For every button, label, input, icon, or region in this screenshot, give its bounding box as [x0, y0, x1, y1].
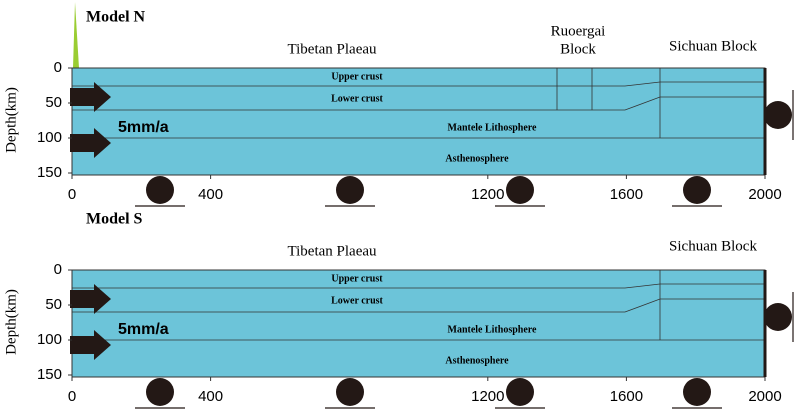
velocity-label: 5mm/a: [118, 119, 169, 136]
y-tick-label: 150: [37, 164, 62, 181]
region-label: Tibetan Plaeau: [287, 41, 377, 57]
x-tick-label: 1600: [610, 186, 643, 203]
roller: [506, 176, 534, 204]
y-tick-label: 150: [37, 366, 62, 383]
region-label: Tibetan Plaeau: [287, 243, 377, 259]
velocity-label: 5mm/a: [118, 321, 169, 338]
model-panel: Model S Upper crust Lower crust Mantele Lit…: [3, 211, 794, 409]
y-tick-label: 0: [54, 59, 62, 76]
panel-title: Model S: [86, 211, 143, 228]
roller: [764, 303, 792, 331]
y-tick-label: 100: [37, 129, 62, 146]
x-tick-label: 400: [198, 388, 223, 405]
roller: [146, 176, 174, 204]
lower-crust-boundary: [72, 298, 765, 313]
push-arrow: [70, 128, 111, 158]
x-tick-label: 2000: [748, 388, 781, 405]
region-label: Ruoergai: [551, 23, 606, 39]
y-axis-label: Depth(km): [3, 289, 19, 355]
x-tick-label: 1200: [471, 186, 504, 203]
roller: [336, 176, 364, 204]
model-box: [71, 269, 766, 378]
y-tick-label: 100: [37, 331, 62, 348]
y-axis-label: Depth(km): [3, 87, 19, 153]
push-arrow: [70, 284, 111, 314]
layer-label: Mantele Lithosphere: [448, 324, 538, 335]
x-tick-label: 1600: [610, 388, 643, 405]
push-arrow: [70, 330, 111, 360]
roller: [683, 378, 711, 406]
upper-crust-boundary: [72, 283, 765, 289]
region-label: Sichuan Block: [669, 38, 757, 54]
layer-label: Asthenosphere: [445, 153, 509, 164]
y-tick-label: 50: [45, 94, 62, 111]
upper-crust-boundary: [72, 81, 765, 87]
region-label: Block: [560, 41, 596, 57]
layer-label: Upper crust: [331, 71, 383, 82]
roller: [506, 378, 534, 406]
y-tick-label: 0: [54, 261, 62, 278]
panel-title: Model N: [86, 9, 146, 26]
layer-label: Mantele Lithosphere: [448, 122, 538, 133]
layer-label: Asthenosphere: [445, 355, 509, 366]
x-tick-label: 2000: [748, 186, 781, 203]
push-arrow: [70, 82, 111, 112]
layer-label: Lower crust: [331, 295, 383, 306]
x-tick-label: 1200: [471, 388, 504, 405]
x-tick-label: 400: [198, 186, 223, 203]
layer-label: Lower crust: [331, 93, 383, 104]
model-panel: Model N Upper crust Lower crust Mantele Lit…: [3, 9, 794, 207]
green-marker: [73, 2, 79, 68]
model-box: [71, 67, 766, 176]
layer-label: Upper crust: [331, 273, 383, 284]
roller: [683, 176, 711, 204]
region-label: Sichuan Block: [669, 238, 757, 254]
roller: [764, 101, 792, 129]
x-tick-label: 0: [68, 388, 76, 405]
y-tick-label: 50: [45, 296, 62, 313]
roller: [146, 378, 174, 406]
roller: [336, 378, 364, 406]
x-tick-label: 0: [68, 186, 76, 203]
lower-crust-boundary: [72, 96, 765, 111]
